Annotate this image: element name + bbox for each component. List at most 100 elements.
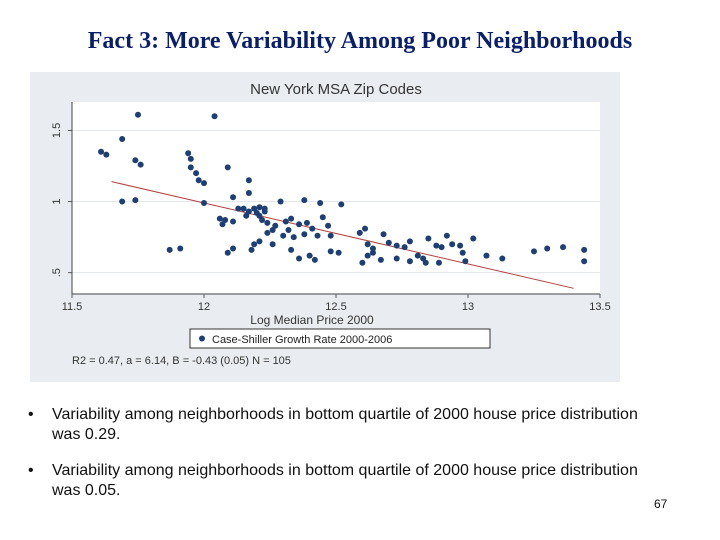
- data-point: [301, 231, 307, 237]
- data-point: [301, 197, 307, 203]
- data-point: [531, 248, 537, 254]
- data-point: [230, 194, 236, 200]
- y-tick-label: 1: [51, 198, 63, 204]
- data-point: [262, 206, 268, 212]
- data-point: [285, 227, 291, 233]
- data-point: [185, 150, 191, 156]
- data-point: [470, 236, 476, 242]
- data-point: [315, 233, 321, 239]
- data-point: [246, 190, 252, 196]
- data-point: [307, 253, 313, 259]
- data-point: [259, 217, 265, 223]
- data-point: [283, 218, 289, 224]
- slide-title: Fact 3: More Variability Among Poor Neig…: [0, 28, 720, 55]
- data-point: [581, 247, 587, 253]
- data-point: [544, 245, 550, 251]
- data-point: [249, 247, 255, 253]
- x-axis-title: Log Median Price 2000: [250, 313, 374, 327]
- data-point: [444, 233, 450, 239]
- data-point: [177, 245, 183, 251]
- data-point: [278, 199, 284, 205]
- data-point: [230, 218, 236, 224]
- page-number: 67: [654, 497, 667, 511]
- data-point: [243, 213, 249, 219]
- data-point: [328, 233, 334, 239]
- data-point: [336, 250, 342, 256]
- bullet-text: Variability among neighborhoods in botto…: [52, 405, 648, 445]
- regression-note: R2 = 0.47, a = 6.14, B = -0.43 (0.05) N …: [72, 355, 291, 367]
- scatter-chart: 1.5 1.5 11.5 12 12.5 13 13.5 New York MSA Zip C…: [30, 72, 620, 382]
- data-point: [135, 112, 141, 118]
- data-point: [225, 164, 231, 170]
- data-point: [460, 250, 466, 256]
- data-point: [457, 243, 463, 249]
- data-point: [365, 253, 371, 259]
- x-tick-label: 13: [462, 301, 474, 313]
- data-point: [370, 250, 376, 256]
- data-point: [407, 238, 413, 244]
- data-point: [328, 248, 334, 254]
- data-point: [288, 247, 294, 253]
- data-point: [423, 260, 429, 266]
- bullet-text: Variability among neighborhoods in botto…: [52, 461, 648, 501]
- data-point: [304, 220, 310, 226]
- data-point: [188, 164, 194, 170]
- y-tick-label: .5: [51, 268, 63, 277]
- data-point: [291, 234, 297, 240]
- data-point: [280, 233, 286, 239]
- data-point: [415, 253, 421, 259]
- data-point: [256, 204, 262, 210]
- data-point: [317, 200, 323, 206]
- data-point: [103, 152, 109, 158]
- y-tick-label: 1.5: [51, 123, 63, 138]
- data-point: [296, 255, 302, 261]
- data-point: [312, 257, 318, 263]
- x-tick-label: 13.5: [589, 301, 610, 313]
- data-point: [196, 177, 202, 183]
- data-point: [325, 223, 331, 229]
- x-tick-label: 11.5: [62, 301, 83, 313]
- data-point: [119, 136, 125, 142]
- legend-label: Case-Shiller Growth Rate 2000-2006: [212, 334, 392, 346]
- data-point: [201, 180, 207, 186]
- data-point: [309, 226, 315, 232]
- bullet-marker: •: [28, 461, 52, 501]
- legend-marker: [199, 336, 205, 342]
- data-point: [256, 238, 262, 244]
- data-point: [264, 230, 270, 236]
- data-point: [132, 157, 138, 163]
- data-point: [499, 255, 505, 261]
- data-point: [425, 236, 431, 242]
- data-point: [296, 221, 302, 227]
- data-point: [394, 255, 400, 261]
- data-point: [235, 206, 241, 212]
- data-point: [225, 250, 231, 256]
- data-point: [462, 258, 468, 264]
- data-point: [483, 253, 489, 259]
- data-point: [338, 201, 344, 207]
- data-point: [362, 226, 368, 232]
- data-point: [581, 258, 587, 264]
- data-point: [188, 156, 194, 162]
- data-point: [436, 260, 442, 266]
- x-tick-label: 12: [198, 301, 210, 313]
- data-point: [138, 162, 144, 168]
- data-point: [433, 243, 439, 249]
- data-point: [378, 257, 384, 263]
- data-point: [212, 113, 218, 119]
- data-point: [386, 240, 392, 246]
- data-point: [381, 231, 387, 237]
- chart-title: New York MSA Zip Codes: [250, 81, 422, 98]
- data-point: [230, 245, 236, 251]
- data-point: [449, 241, 455, 247]
- bullet-item: • Variability among neighborhoods in bot…: [28, 405, 648, 445]
- data-point: [320, 214, 326, 220]
- data-point: [359, 260, 365, 266]
- data-point: [167, 247, 173, 253]
- data-point: [251, 241, 257, 247]
- data-point: [394, 243, 400, 249]
- data-point: [241, 206, 247, 212]
- data-point: [193, 170, 199, 176]
- data-point: [270, 241, 276, 247]
